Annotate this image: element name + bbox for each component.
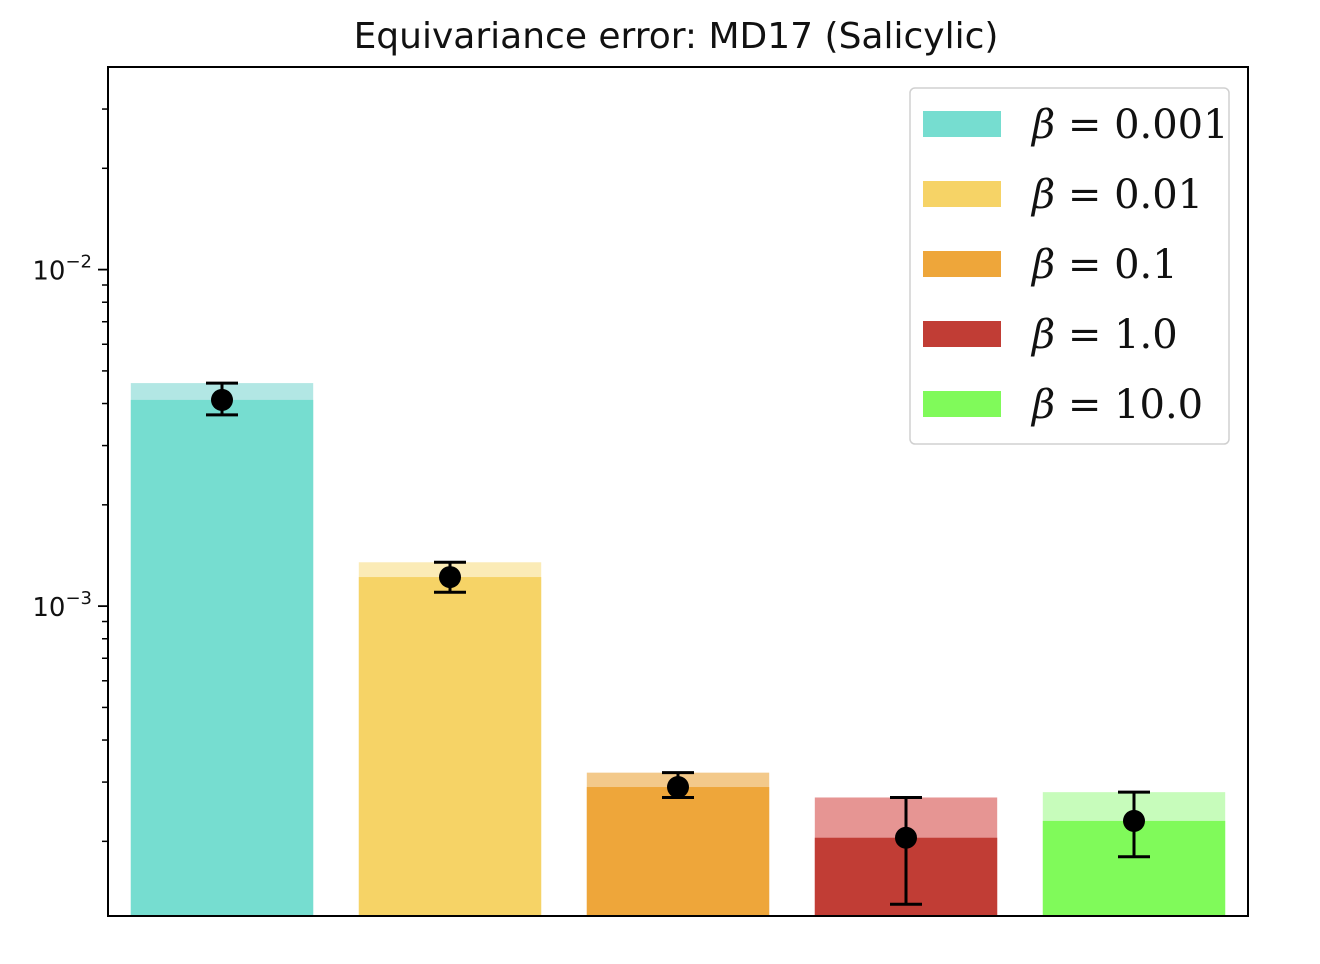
mean-point xyxy=(667,776,689,799)
legend-beta-symbol: β xyxy=(1030,242,1055,288)
legend-swatch xyxy=(923,391,1001,417)
legend-swatch xyxy=(923,181,1001,207)
mean-point xyxy=(211,388,233,411)
bar xyxy=(130,399,314,917)
error-bars-group xyxy=(206,381,1150,906)
legend-beta-value: = 0.01 xyxy=(1055,172,1203,218)
legend-beta-symbol: β xyxy=(1030,102,1055,148)
legend-label: β = 10.0 xyxy=(1030,382,1203,428)
legend-swatch xyxy=(923,251,1001,277)
legend-swatch xyxy=(923,111,1001,137)
y-tick-base: 10 xyxy=(32,257,65,287)
legend-beta-symbol: β xyxy=(1030,172,1055,218)
y-tick-label: 10−3 xyxy=(32,588,92,623)
bar xyxy=(586,787,770,916)
legend-beta-symbol: β xyxy=(1030,312,1055,358)
bar xyxy=(358,577,542,916)
legend-beta-value: = 0.1 xyxy=(1055,242,1178,288)
bars-group xyxy=(130,383,1226,917)
legend-label: β = 0.001 xyxy=(1030,102,1229,148)
legend-box xyxy=(909,87,1230,445)
y-tick-base: 10 xyxy=(32,593,65,623)
legend-label: β = 1.0 xyxy=(1030,312,1178,358)
y-tick-exponent: −2 xyxy=(65,252,92,273)
mean-point xyxy=(439,566,461,589)
plot-frame xyxy=(107,66,1249,917)
y-tick-exponent: −3 xyxy=(65,588,92,609)
y-tick-label: 10−2 xyxy=(32,252,92,287)
legend-label: β = 0.1 xyxy=(1030,242,1178,288)
mean-point xyxy=(1123,809,1145,832)
legend-label: β = 0.01 xyxy=(1030,172,1203,218)
mean-point xyxy=(895,826,917,849)
y-axis: 10−210−3 xyxy=(32,108,108,843)
legend-beta-value: = 0.001 xyxy=(1055,102,1228,148)
legend-swatch xyxy=(923,321,1001,347)
chart-title: Equivariance error: MD17 (Salicylic) xyxy=(354,16,999,57)
legend-beta-value: = 1.0 xyxy=(1055,312,1178,358)
legend-beta-symbol: β xyxy=(1030,382,1055,428)
legend-beta-value: = 10.0 xyxy=(1055,382,1203,428)
